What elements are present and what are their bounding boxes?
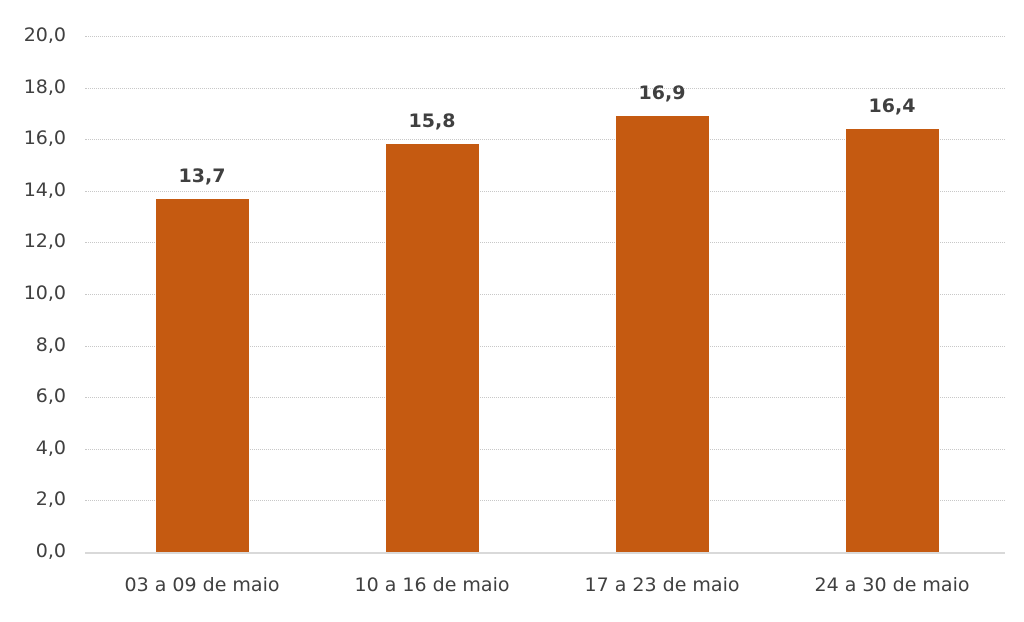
bar [845, 128, 939, 552]
y-axis-tick-label: 4,0 [35, 436, 66, 459]
gridline [85, 139, 1005, 141]
y-axis-tick-label: 12,0 [23, 230, 66, 253]
data-label: 16,4 [868, 94, 916, 117]
y-axis-tick-label: 14,0 [23, 178, 66, 201]
x-axis-tick-label: 17 a 23 de maio [584, 574, 740, 596]
gridline [85, 190, 1005, 192]
gridline [85, 397, 1005, 399]
y-axis-tick-label: 16,0 [23, 127, 66, 150]
gridline [85, 242, 1005, 244]
y-axis-tick-label: 6,0 [35, 385, 66, 408]
gridline [85, 294, 1005, 295]
y-axis-tick-label: 18,0 [23, 75, 66, 98]
data-label: 13,7 [178, 164, 226, 187]
data-label: 15,8 [408, 110, 456, 133]
y-axis-tick-label: 20,0 [23, 24, 66, 46]
bar [615, 115, 709, 552]
x-axis-tick-label: 10 a 16 de maio [354, 574, 510, 596]
y-axis-tick-label: 10,0 [23, 282, 66, 304]
gridline [85, 448, 1005, 450]
bar [385, 144, 479, 552]
data-label: 16,9 [638, 81, 686, 104]
y-axis-tick-label: 2,0 [35, 488, 66, 511]
y-axis-tick-label: 0,0 [35, 540, 66, 562]
gridline [85, 345, 1005, 347]
x-axis-line [85, 552, 1005, 554]
bar [155, 198, 249, 552]
gridline [85, 500, 1005, 502]
gridline [85, 87, 1005, 89]
x-axis-tick-label: 24 a 30 de maio [814, 574, 970, 596]
y-axis-tick-label: 8,0 [35, 333, 66, 356]
x-axis-tick-label: 03 a 09 de maio [124, 574, 280, 596]
gridline [85, 36, 1005, 37]
